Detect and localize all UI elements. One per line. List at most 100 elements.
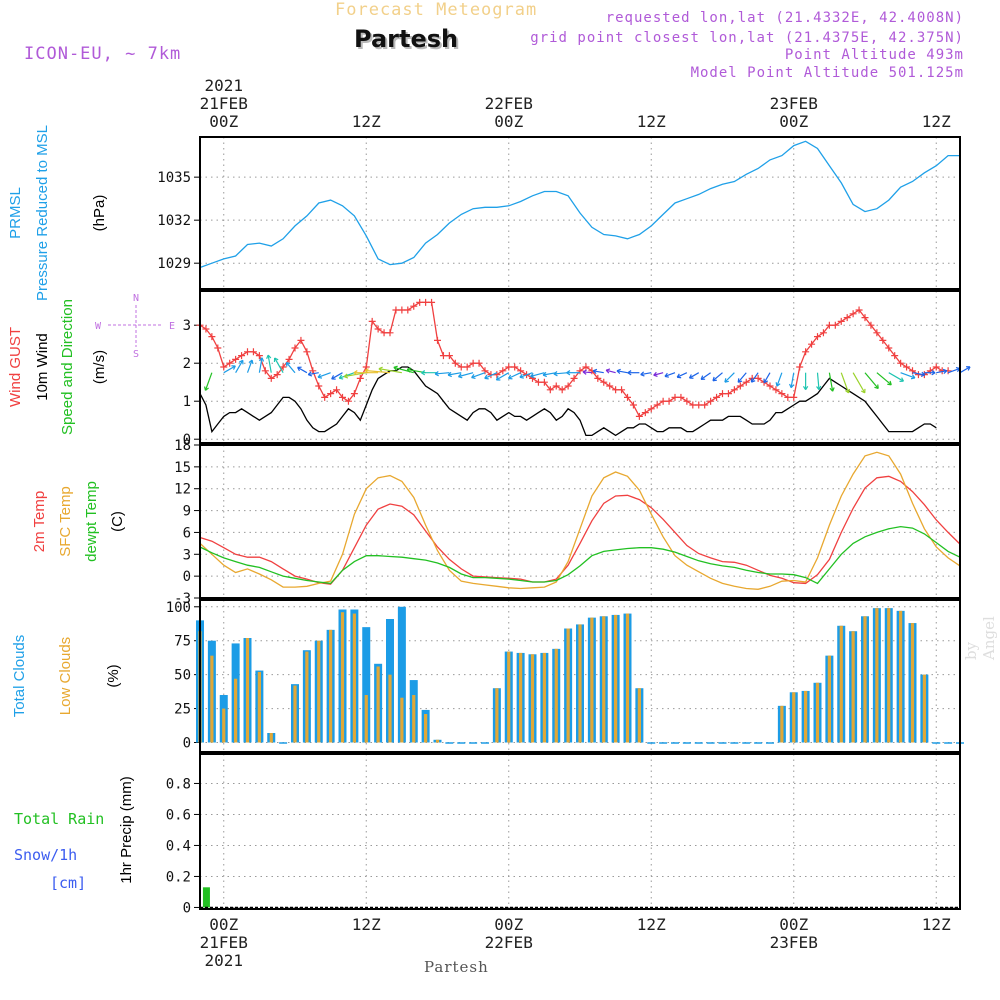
gust-point [475,359,483,367]
y-tick-label: 25 [174,702,191,718]
low-cloud-bar [578,624,582,743]
gust-point [214,344,222,352]
gust-point [398,306,406,314]
wind-direction-arrow [900,372,916,380]
gust-point [719,390,726,398]
gust-point [564,382,572,390]
wind-direction-arrow [378,366,402,374]
bottom-tick-label: 12Z [352,915,381,934]
y-tick-label: 0.8 [166,776,191,792]
y-tick-label: 6 [183,525,191,541]
gust-point [689,401,697,409]
wind-direction-arrow [553,371,569,377]
gust-point [819,329,827,337]
series-line-temperature-2 [199,525,961,585]
y-tick-label: 3 [183,318,191,334]
low-cloud-bar [364,695,368,743]
gust-point [356,374,364,382]
model-label: ICON-EU, ~ 7km [24,44,182,64]
y-tick-label: -3 [174,591,191,607]
gust-point [713,393,721,401]
gust-point [879,336,887,344]
gust-point [255,352,263,360]
gust-point [386,329,394,337]
gust-point [873,329,881,337]
series-line-temperature-1 [199,451,961,590]
gust-point [493,371,501,379]
axis-label: Speed and Direction [59,299,76,435]
bottom-tick-label: 12Z [922,915,951,934]
wind-direction-arrow [852,372,866,394]
gust-point [540,378,548,386]
wind-direction-arrow [676,372,688,379]
panel-frame [199,444,961,599]
wind-direction-arrow [888,372,905,382]
low-cloud-bar [352,613,356,743]
gust-point [339,393,346,401]
low-cloud-bar [887,608,891,743]
gust-point [825,321,833,329]
wind-direction-arrow [876,372,892,386]
gust-point [422,298,430,306]
gust-point [831,321,839,329]
compass-west: W [95,321,102,332]
panel-pressure: 1029 1032 1035 PRMSL Pressure Reduced to MSL… [7,125,961,301]
gust-point [665,397,673,405]
gust-point [641,409,649,417]
low-cloud-bar [317,640,321,743]
top-tick-label: 00Z [494,112,523,131]
axis-label: Wind GUST [7,327,24,407]
gust-point [671,393,679,401]
wind-direction-arrow [331,372,343,380]
wind-direction-arrow [763,372,771,384]
gust-point [802,348,810,356]
y-tick-label: 0.2 [166,869,191,885]
wind-direction-arrow [664,372,676,378]
gust-point [784,393,792,401]
bottom-tick-label: 00Z [779,915,808,934]
wind-direction-arrow [566,370,580,376]
wind-direction-arrow [519,372,533,379]
wind-direction-arrow [338,372,355,380]
wind-direction-arrow [688,372,700,379]
wind-direction-arrow [864,372,879,390]
axis-label: dewpt Temp [83,481,100,562]
gust-point [683,397,691,405]
axis-label: SFC Temp [57,486,74,557]
gust-point [701,401,709,409]
gust-point [469,359,477,367]
gust-point [249,348,257,356]
low-cloud-bar [590,617,594,743]
wind-direction-arrow [627,370,640,376]
precip-axis-label: 1hr Precip (mm) [118,776,135,884]
gust-point [814,333,821,341]
wind-direction-arrow [802,372,809,391]
axis-label: (C) [109,511,126,532]
wind-direction-arrow [471,372,486,380]
top-tick-label: 00Z [779,112,808,131]
gust-point [600,378,608,386]
panel-frame [199,136,961,290]
gust-point [279,363,287,371]
wind-direction-arrow [353,370,379,376]
gust-point [635,412,643,420]
gust-point [273,371,281,379]
gust-point [754,374,762,382]
wind-direction-arrow [724,372,735,383]
low-cloud-bar [210,655,214,743]
low-cloud-bar [780,705,784,743]
low-cloud-bar [815,682,820,743]
gust-point [903,363,911,371]
gust-point [244,348,251,356]
low-cloud-bar [222,708,226,743]
wind-direction-arrow [750,372,759,383]
gust-point [677,393,685,401]
gust-point [707,397,715,405]
y-tick-label: 1032 [157,213,191,229]
gust-point [653,401,661,409]
axis-label: 10m Wind [34,333,51,401]
wind-direction-arrow [816,372,822,390]
bottom-tick-label: 00Z [494,915,523,934]
top-tick-label: 00Z [209,112,238,131]
axis-label: PRMSL [7,187,24,239]
